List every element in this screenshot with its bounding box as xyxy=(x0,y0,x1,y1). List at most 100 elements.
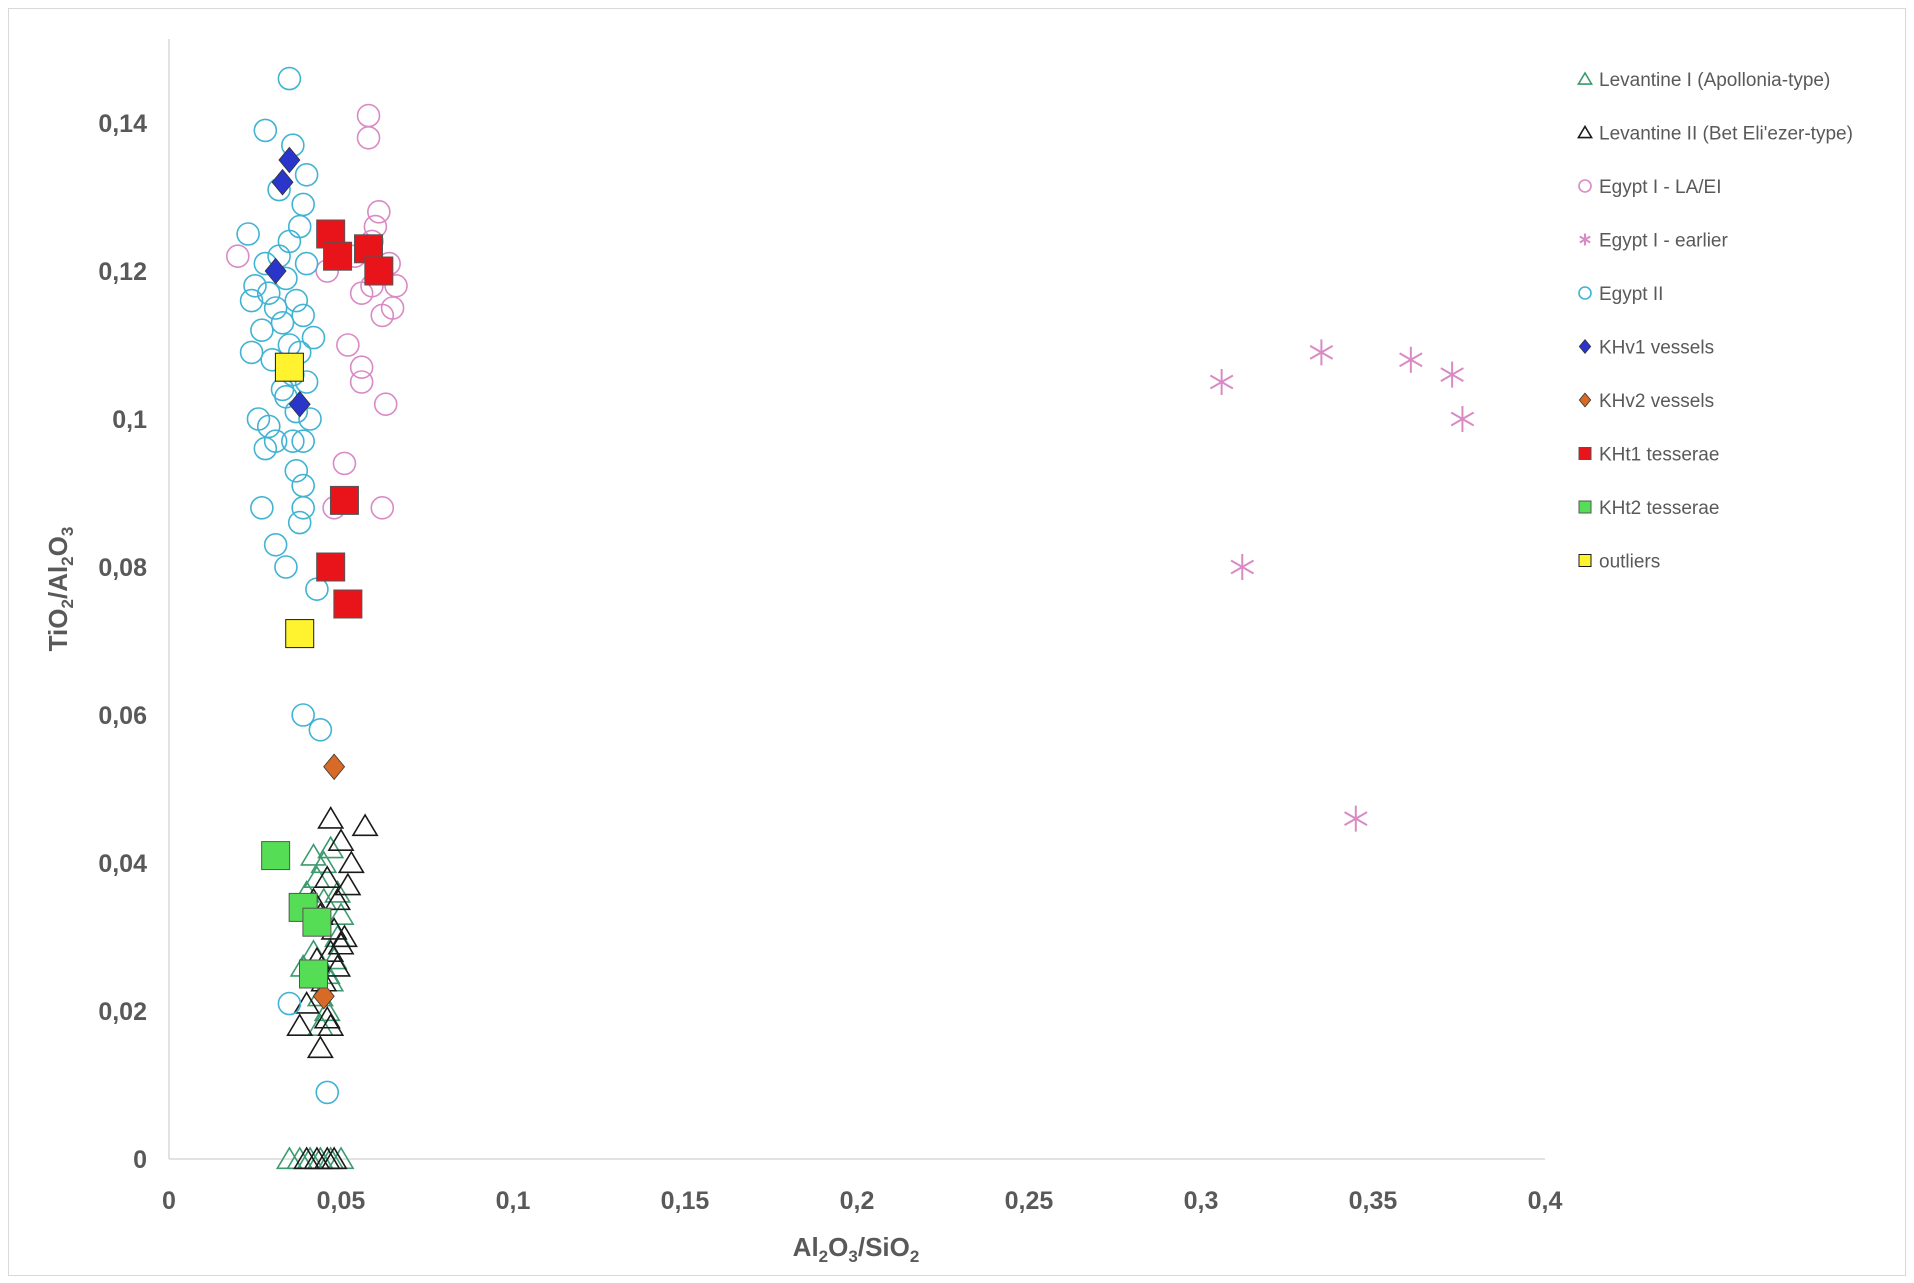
data-point xyxy=(336,333,360,357)
data-point xyxy=(277,991,302,1016)
data-point xyxy=(313,1005,341,1029)
legend-marker xyxy=(1576,71,1594,85)
data-point xyxy=(317,1013,345,1036)
series-3 xyxy=(1209,339,1475,832)
x-tick-label: 0,3 xyxy=(1184,1187,1219,1215)
legend-marker xyxy=(1578,392,1592,408)
y-tick-label: 0 xyxy=(133,1146,147,1174)
data-point xyxy=(327,931,355,955)
data-point xyxy=(1344,805,1368,832)
data-point xyxy=(324,880,352,903)
legend-marker xyxy=(1579,233,1591,246)
data-point xyxy=(256,281,281,306)
data-point xyxy=(317,806,345,829)
data-point xyxy=(1399,346,1423,373)
x-tick-label: 0,4 xyxy=(1528,1187,1563,1215)
x-tick-label: 0,05 xyxy=(317,1187,366,1215)
legend-item: KHt1 tesserae xyxy=(1578,445,1719,466)
data-point xyxy=(373,392,398,417)
data-point xyxy=(271,168,294,196)
data-point xyxy=(301,325,326,350)
data-point xyxy=(236,222,260,246)
legend-item: Egypt II xyxy=(1578,284,1663,305)
data-point xyxy=(263,532,288,557)
data-point xyxy=(261,841,291,871)
data-point xyxy=(320,1146,348,1170)
legend-item: Levantine II (Bet Eli'ezer-type) xyxy=(1576,124,1853,145)
data-point xyxy=(226,244,250,268)
x-tick-label: 0,25 xyxy=(1005,1187,1054,1215)
data-point xyxy=(243,273,267,298)
data-point xyxy=(324,954,352,977)
data-point xyxy=(349,370,374,394)
data-point xyxy=(327,828,355,851)
data-point xyxy=(323,241,353,271)
data-point xyxy=(284,458,309,483)
data-point xyxy=(329,485,359,515)
data-point xyxy=(380,296,405,320)
data-point xyxy=(317,835,345,859)
legend-label: outliers xyxy=(1599,552,1660,573)
data-point xyxy=(356,103,381,128)
data-point xyxy=(1230,554,1255,580)
series-7 xyxy=(316,219,394,619)
data-point xyxy=(333,589,363,619)
legend-label: KHv2 vessels xyxy=(1599,391,1714,412)
y-tick-label: 0,04 xyxy=(98,850,147,878)
legend-item: Egypt I - earlier xyxy=(1579,231,1728,252)
data-point xyxy=(263,296,288,320)
data-point xyxy=(277,66,302,91)
legend-label: KHt2 tesserae xyxy=(1599,498,1719,519)
scatter-chart: 0 0,05 0,1 0,15 0,2 0,25 0,3 0,35 0,4 0 0,02 0,04 0,… xyxy=(43,39,1853,1266)
data-point xyxy=(298,407,322,431)
data-point xyxy=(315,1080,340,1105)
data-point xyxy=(287,510,312,535)
data-point xyxy=(316,552,346,582)
legend-marker xyxy=(1576,124,1594,139)
legend-label: Egypt I - LA/EI xyxy=(1599,177,1722,198)
y-tick-label: 0,06 xyxy=(98,702,147,730)
data-point xyxy=(239,340,264,365)
data-marks xyxy=(226,66,1475,1170)
data-point xyxy=(291,495,315,520)
series-9 xyxy=(274,352,315,649)
x-tick-label: 0 xyxy=(162,1187,176,1215)
data-point xyxy=(308,717,333,742)
series-6 xyxy=(312,753,346,1010)
y-tick-label: 0,12 xyxy=(98,258,147,286)
data-point xyxy=(337,850,365,874)
x-tick-label: 0,2 xyxy=(840,1187,875,1215)
legend-marker xyxy=(1578,286,1592,300)
data-point xyxy=(286,1013,314,1036)
data-point xyxy=(294,251,319,276)
data-point xyxy=(299,843,327,866)
data-point xyxy=(284,288,309,313)
legend-item: KHt2 tesserae xyxy=(1578,498,1719,519)
y-tick-label: 0,02 xyxy=(98,998,147,1026)
legend-marker xyxy=(1578,554,1592,567)
data-point xyxy=(270,310,295,335)
data-point xyxy=(274,352,304,382)
legend-item: KHv1 vessels xyxy=(1578,338,1714,359)
data-point xyxy=(306,1035,334,1059)
data-point xyxy=(1450,406,1475,432)
data-point xyxy=(287,214,312,239)
data-point xyxy=(327,902,355,925)
data-point xyxy=(302,907,332,937)
x-tick-label: 0,35 xyxy=(1349,1187,1398,1215)
data-point xyxy=(330,924,358,948)
legend-label: Egypt II xyxy=(1599,284,1663,305)
data-point xyxy=(250,495,274,520)
series-5 xyxy=(264,146,311,418)
data-point xyxy=(278,146,301,174)
data-point xyxy=(332,451,357,476)
data-point xyxy=(281,429,305,454)
data-point xyxy=(349,355,374,380)
data-point xyxy=(324,887,352,911)
data-point xyxy=(313,865,341,888)
data-point xyxy=(250,318,274,343)
data-point xyxy=(323,753,346,781)
x-axis-title: Al2O3/SiO2 xyxy=(793,1232,920,1266)
legend-item: KHv2 vessels xyxy=(1578,391,1714,412)
data-point xyxy=(274,555,298,579)
